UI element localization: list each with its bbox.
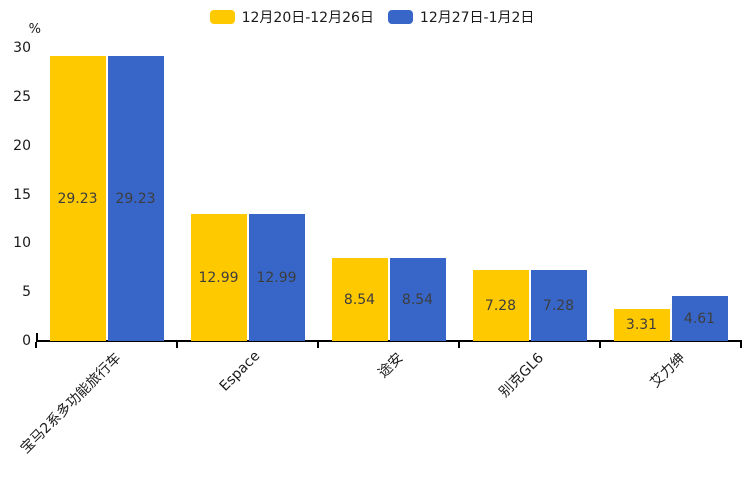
legend-item-week1[interactable]: 12月20日-12月26日 [209, 7, 374, 27]
legend-label-week1: 12月20日-12月26日 [241, 10, 374, 26]
bar-week1[interactable]: 8.54 [331, 258, 388, 341]
category-label: 别克GL6 [496, 350, 547, 401]
y-tick-label: 0 [22, 333, 31, 349]
category-label: Espace [216, 348, 263, 395]
legend-swatch-week1 [209, 10, 235, 24]
bar-value-label: 7.28 [484, 297, 517, 314]
y-tick-label: 10 [13, 235, 31, 252]
y-tick-label: 30 [13, 40, 31, 56]
bar-value-label: 7.28 [542, 297, 575, 314]
legend-item-week2[interactable]: 12月27日-1月2日 [387, 7, 535, 27]
bar-week2[interactable]: 8.54 [389, 258, 446, 341]
bar-week1[interactable]: 3.31 [613, 309, 670, 341]
bar-week2[interactable]: 4.61 [671, 296, 728, 341]
y-tick-label: 15 [13, 186, 31, 203]
x-tick-mark [458, 342, 460, 348]
bar-week1[interactable]: 12.99 [190, 214, 247, 341]
category-label: 途安 [374, 350, 406, 382]
bar-week2[interactable]: 7.28 [530, 270, 587, 341]
legend-label-week2: 12月27日-1月2日 [419, 10, 535, 26]
y-tick-label: 25 [13, 88, 31, 105]
legend-swatch-week2 [387, 10, 413, 24]
bar-value-label: 8.54 [343, 291, 376, 308]
bar-week1[interactable]: 7.28 [472, 270, 529, 341]
y-tick-label: 5 [22, 284, 31, 301]
x-tick-mark [740, 342, 742, 348]
category-label: 宝马2系多功能旅行车 [17, 350, 124, 457]
bar-value-label: 29.23 [115, 190, 156, 207]
x-tick-mark [35, 342, 37, 348]
y-tick-label: 20 [13, 137, 31, 154]
bar-value-label: 29.23 [57, 190, 98, 207]
y-axis-unit-label: % [28, 22, 41, 37]
bar-week1[interactable]: 29.23 [49, 56, 106, 341]
bar-value-label: 3.31 [625, 317, 658, 333]
x-tick-mark [176, 342, 178, 348]
bar-value-label: 4.61 [683, 310, 716, 327]
bar-week2[interactable]: 12.99 [248, 214, 305, 341]
y-axis-zero-tick [36, 333, 38, 341]
bar-value-label: 8.54 [401, 291, 434, 308]
bar-value-label: 12.99 [256, 269, 297, 286]
x-axis-line [36, 340, 742, 342]
bar-week2[interactable]: 29.23 [107, 56, 164, 341]
legend: 12月20日-12月26日 12月27日-1月2日 [0, 7, 744, 27]
x-tick-mark [317, 342, 319, 348]
x-tick-mark [599, 342, 601, 348]
bar-value-label: 12.99 [198, 269, 239, 286]
category-label: 艾力绅 [646, 350, 688, 392]
